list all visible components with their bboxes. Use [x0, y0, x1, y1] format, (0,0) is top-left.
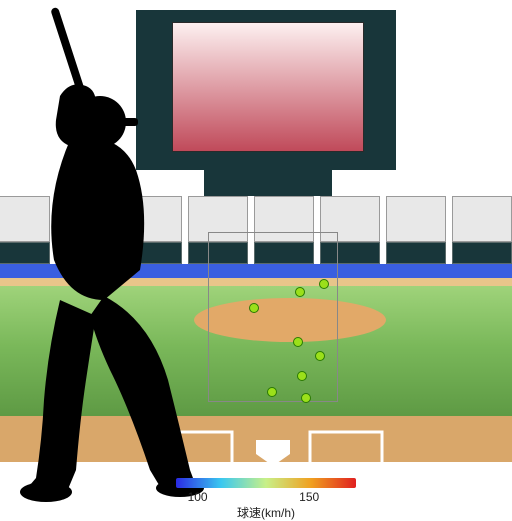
pitch-location-chart: 100150球速(km/h): [0, 0, 512, 512]
colorbar-tick: 150: [297, 490, 321, 504]
colorbar-tick: 100: [186, 490, 210, 504]
speed-colorbar: [176, 478, 356, 488]
colorbar-label: 球速(km/h): [176, 504, 356, 521]
batter-silhouette: [0, 0, 512, 512]
